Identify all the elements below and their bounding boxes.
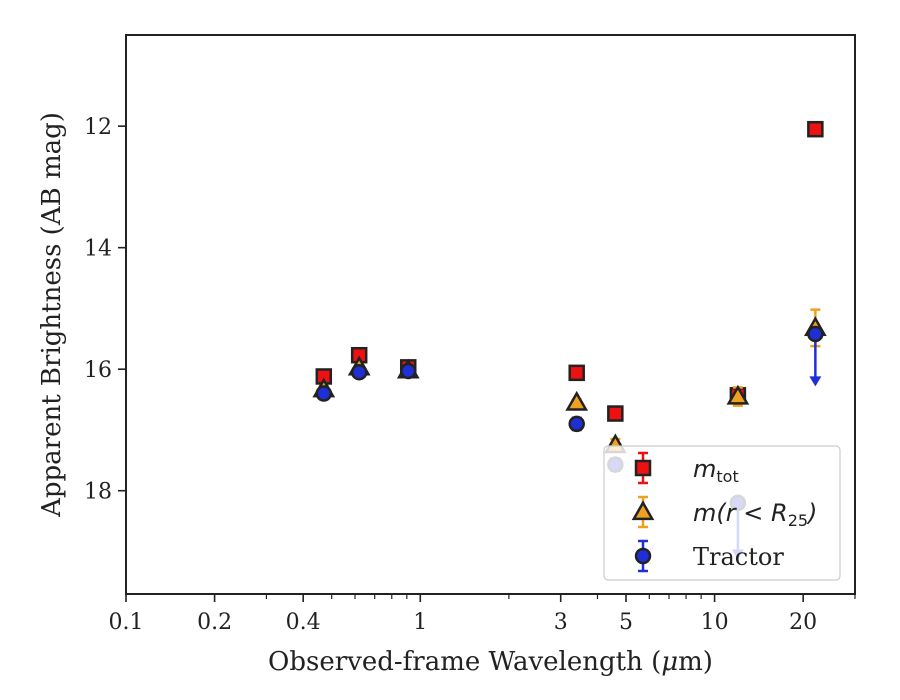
y-tick-label: 12 <box>84 115 112 140</box>
x-tick-label: 1 <box>413 610 427 635</box>
y-tick-label: 18 <box>84 480 112 505</box>
data-point-triangle <box>726 384 750 405</box>
plot-area <box>312 120 827 560</box>
legend-label: mtot <box>693 455 739 486</box>
data-point-circle <box>568 415 585 433</box>
x-tick-label: 0.1 <box>109 610 144 635</box>
y-axis-label: Apparent Brightness (AB mag) <box>37 112 67 518</box>
x-tick-label: 20 <box>789 610 817 635</box>
legend-box <box>603 445 841 581</box>
x-tick-label: 5 <box>619 610 633 635</box>
axes-frame <box>125 34 856 595</box>
data-point-square <box>568 364 585 382</box>
legend-label: m(r < R25) <box>693 499 817 530</box>
y-tick-label: 14 <box>84 237 112 262</box>
y-tick-label: 16 <box>84 358 112 383</box>
data-point-square <box>807 120 824 138</box>
legend: mtot m(r < R25) Tractor <box>603 445 841 581</box>
data-point-circle <box>315 385 333 402</box>
legend-marker-square <box>634 459 652 477</box>
x-tick-label: 0.4 <box>286 610 321 635</box>
data-point-square <box>607 405 624 422</box>
data-point-circle <box>807 325 824 343</box>
data-point-circle <box>399 362 417 380</box>
upper-limit-arrowhead <box>809 376 822 387</box>
legend-marker-triangle <box>631 500 655 521</box>
data-point-circle <box>350 363 368 381</box>
legend-label: Tractor <box>693 543 784 571</box>
x-tick-label: 0.2 <box>197 610 232 635</box>
axis-ticks: 0.1 0.2 0.4 1 3 5 10 20 12 14 16 18 <box>84 115 856 635</box>
x-tick-label: 3 <box>554 610 568 635</box>
x-tick-label: 10 <box>701 610 729 635</box>
legend-marker-circle <box>634 547 652 565</box>
x-axis-label: Observed-frame Wavelength (μm) <box>268 647 713 677</box>
data-point-triangle <box>565 390 589 411</box>
